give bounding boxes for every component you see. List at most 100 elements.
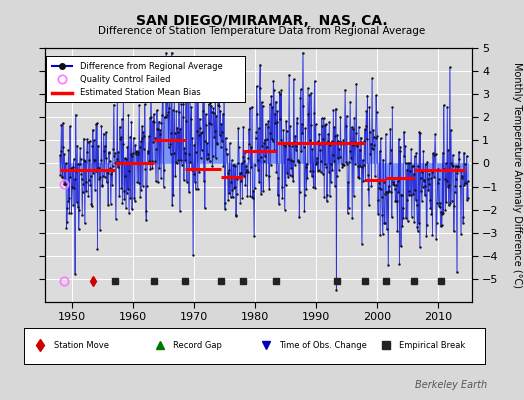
- Point: [91, 156, 100, 163]
- Point: [246, 105, 254, 111]
- Point: [117, 185, 126, 192]
- Point: [223, 151, 231, 157]
- Point: [250, 233, 258, 240]
- Text: SAN DIEGO/MIRAMAR,  NAS, CA.: SAN DIEGO/MIRAMAR, NAS, CA.: [136, 14, 388, 28]
- Point: [367, 140, 375, 147]
- Point: [144, 150, 152, 156]
- Point: [260, 136, 269, 143]
- Point: [424, 176, 432, 182]
- Point: [74, 161, 82, 167]
- Point: [282, 128, 291, 134]
- Point: [313, 168, 322, 174]
- Point: [319, 171, 327, 178]
- Point: [68, 164, 77, 170]
- Point: [308, 173, 316, 180]
- Point: [152, 107, 161, 113]
- Point: [58, 174, 66, 181]
- Point: [444, 146, 452, 153]
- Point: [133, 178, 141, 185]
- Point: [157, 119, 166, 126]
- Point: [425, 180, 433, 187]
- Point: [436, 223, 445, 230]
- Point: [164, 108, 172, 115]
- Point: [394, 189, 402, 195]
- Point: [80, 136, 88, 142]
- Point: [209, 153, 217, 160]
- Point: [439, 150, 447, 156]
- Point: [145, 133, 153, 140]
- Point: [394, 178, 402, 184]
- Point: [442, 160, 450, 166]
- Point: [100, 148, 108, 154]
- Point: [62, 225, 71, 231]
- Point: [134, 149, 143, 156]
- Point: [94, 164, 103, 171]
- Point: [273, 108, 281, 114]
- Point: [204, 101, 213, 108]
- Point: [386, 126, 395, 132]
- Point: [336, 153, 344, 160]
- Point: [409, 171, 418, 178]
- Point: [239, 124, 247, 130]
- Point: [159, 184, 168, 190]
- Point: [147, 114, 156, 120]
- Point: [162, 50, 170, 56]
- Point: [429, 167, 438, 173]
- Point: [264, 118, 272, 124]
- Point: [248, 194, 257, 200]
- Point: [377, 194, 386, 200]
- Point: [274, 192, 282, 199]
- Point: [390, 182, 398, 188]
- Point: [100, 174, 108, 180]
- Text: Time of Obs. Change: Time of Obs. Change: [279, 341, 367, 350]
- Point: [414, 163, 422, 169]
- Point: [289, 178, 297, 184]
- Point: [82, 179, 90, 185]
- Point: [426, 204, 434, 211]
- Point: [406, 160, 414, 166]
- Point: [348, 142, 357, 148]
- Point: [314, 166, 323, 173]
- Point: [440, 166, 449, 173]
- Point: [151, 178, 160, 184]
- Point: [333, 173, 341, 179]
- Point: [189, 170, 198, 177]
- Point: [160, 114, 169, 120]
- Point: [198, 147, 206, 153]
- Point: [330, 124, 339, 130]
- Point: [316, 169, 325, 175]
- Point: [295, 214, 303, 220]
- Point: [393, 228, 401, 234]
- Point: [447, 198, 456, 204]
- Point: [359, 162, 368, 168]
- Point: [341, 86, 349, 93]
- Point: [138, 123, 146, 130]
- Point: [143, 160, 151, 167]
- Point: [220, 200, 228, 206]
- Point: [230, 162, 238, 168]
- Point: [388, 104, 397, 110]
- Point: [316, 147, 324, 154]
- Point: [410, 153, 419, 160]
- Point: [278, 184, 286, 190]
- Point: [290, 162, 299, 168]
- Point: [158, 92, 167, 99]
- Point: [87, 200, 95, 207]
- Point: [241, 182, 249, 188]
- Point: [71, 112, 80, 118]
- Point: [236, 170, 244, 176]
- Point: [320, 194, 329, 200]
- Point: [157, 175, 165, 181]
- Point: [180, 177, 188, 183]
- Point: [99, 173, 107, 180]
- Point: [199, 108, 207, 114]
- Point: [245, 141, 254, 147]
- Point: [184, 94, 193, 101]
- Point: [388, 214, 396, 221]
- Point: [230, 185, 238, 191]
- Point: [378, 231, 387, 237]
- Point: [258, 102, 267, 109]
- Point: [313, 159, 321, 165]
- Point: [283, 156, 292, 162]
- Point: [220, 55, 228, 62]
